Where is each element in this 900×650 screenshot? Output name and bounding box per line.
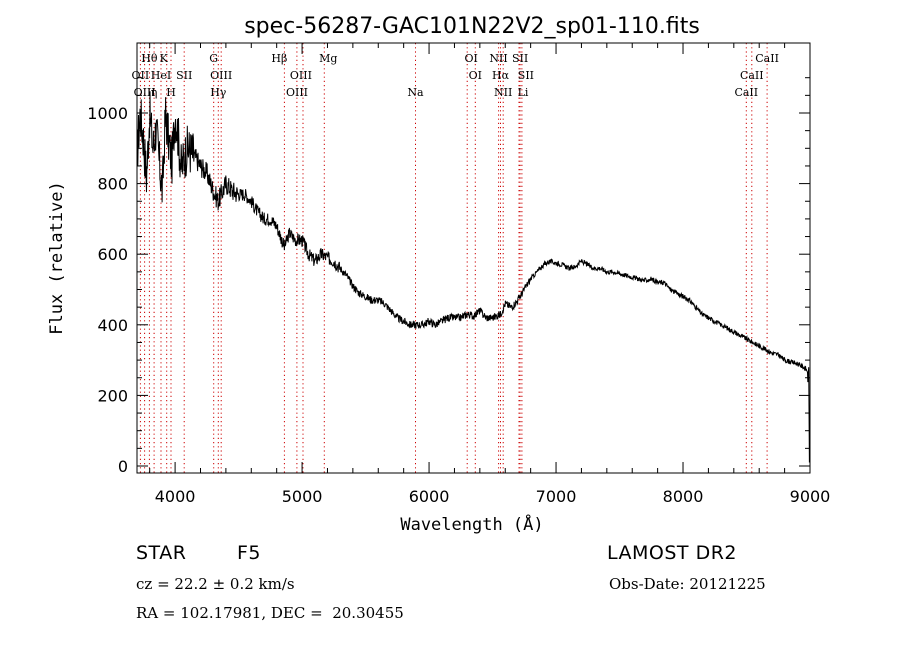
x-tick-label: 4000 (155, 487, 196, 506)
spectrum-line (136, 91, 810, 463)
line-label: OIII (210, 69, 232, 82)
line-label: K (160, 52, 169, 65)
chart-title: spec-56287-GAC101N22V2_sp01-110.fits (244, 14, 700, 39)
line-label: NII (494, 86, 512, 99)
x-tick-label: 7000 (536, 487, 577, 506)
line-label: Hθ (141, 52, 158, 65)
line-label: G (209, 52, 218, 65)
line-markers (139, 43, 768, 473)
x-tick-label: 8000 (663, 487, 704, 506)
axis-tick-labels: 4000 5000 6000 7000 8000 9000 0 200 400 600 800 100… (87, 104, 830, 506)
line-label: HeI (151, 69, 171, 82)
y-tick-label: 600 (97, 245, 128, 264)
y-tick-label: 0 (118, 457, 128, 476)
line-label: Hβ (271, 52, 287, 65)
line-label: SII (176, 69, 192, 82)
line-label: CaII (734, 86, 758, 99)
line-label: OII (132, 69, 150, 82)
line-label: CaII (740, 69, 764, 82)
x-tick-label: 9000 (790, 487, 831, 506)
line-label: Hγ (210, 86, 227, 99)
y-axis-label: Flux (relative) (47, 181, 67, 335)
line-label: OIII (134, 86, 156, 99)
line-label: OIII (290, 69, 312, 82)
coordinates-text: RA = 102.17981, DEC = 20.30455 (136, 604, 404, 622)
line-label: SII (512, 52, 528, 65)
line-label: η (151, 86, 158, 99)
line-label: Li (518, 86, 529, 99)
plot-frame (136, 42, 811, 474)
obs-date-text: Obs-Date: 20121225 (609, 575, 766, 593)
line-label: Na (407, 86, 424, 99)
line-label: OI (465, 52, 478, 65)
line-label: SII (518, 69, 534, 82)
line-label: OIII (286, 86, 308, 99)
y-tick-label: 200 (97, 386, 128, 405)
y-tick-label: 1000 (87, 104, 128, 123)
line-label: Mg (319, 52, 337, 65)
y-tick-label: 400 (97, 316, 128, 335)
line-label: OI (469, 69, 482, 82)
object-class: STAR (136, 542, 187, 564)
x-tick-label: 6000 (409, 487, 450, 506)
line-label: Hα (492, 69, 510, 82)
y-tick-label: 800 (97, 175, 128, 194)
line-label: CaII (755, 52, 779, 65)
line-label: NII (489, 52, 507, 65)
object-subclass: F5 (237, 542, 262, 564)
line-label: H (166, 86, 176, 99)
survey-name: LAMOST DR2 (607, 542, 737, 564)
x-tick-label: 5000 (282, 487, 323, 506)
axis-ticks (137, 43, 811, 473)
redshift-text: cz = 22.2 ± 0.2 km/s (136, 575, 295, 593)
x-axis-label: Wavelength (Å) (400, 513, 543, 535)
